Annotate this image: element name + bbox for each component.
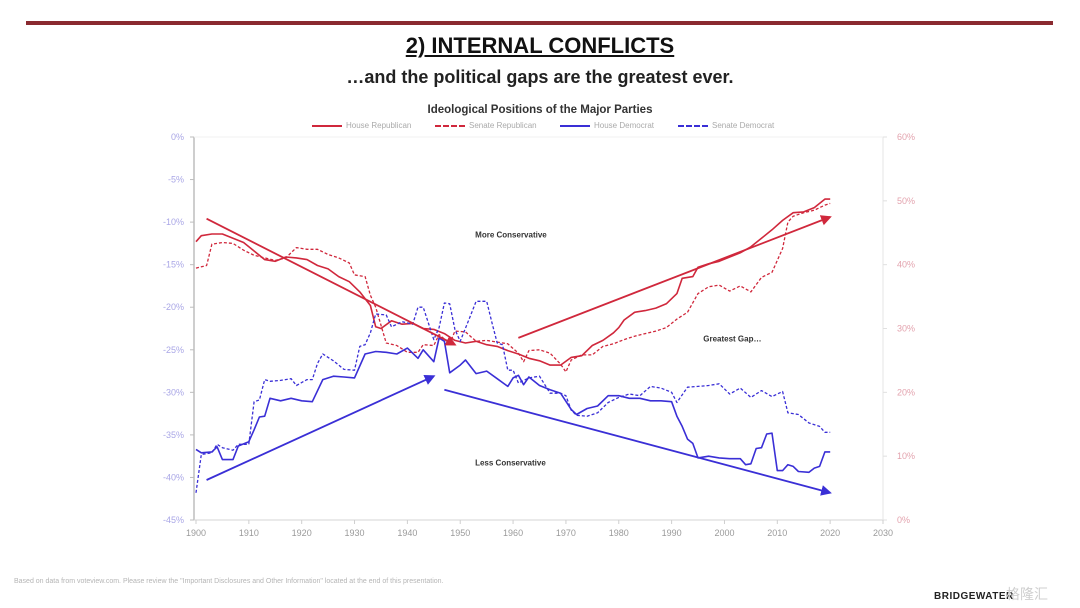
y-tick-label-left: -15%: [163, 260, 184, 270]
x-tick-label: 1950: [450, 528, 470, 538]
legend-item-senate-democrat: Senate Democrat: [678, 121, 774, 130]
legend-item-senate-republican: Senate Republican: [435, 121, 537, 130]
x-tick-label: 2030: [873, 528, 893, 538]
y-tick-label-left: -35%: [163, 430, 184, 440]
annotation-label: More Conservative: [475, 230, 547, 239]
page-title: 2) INTERNAL CONFLICTS: [405, 33, 675, 58]
chart-title: Ideological Positions of the Major Parti…: [427, 104, 653, 116]
series-line-house-democrat: [195, 337, 831, 474]
legend-label: House Democrat: [594, 121, 655, 130]
x-tick-label: 1930: [345, 528, 365, 538]
annotation-label: Less Conservative: [475, 459, 546, 468]
y-tick-label-left: -40%: [163, 472, 184, 482]
x-tick-label: 1980: [609, 528, 629, 538]
legend-label: Senate Democrat: [712, 121, 775, 130]
y-tick-label-left: -45%: [163, 515, 184, 525]
legend-label: House Republican: [346, 121, 412, 130]
legend-item-house-democrat: House Democrat: [560, 121, 654, 130]
trend-arrow-democrat: [206, 374, 436, 481]
x-tick-label: 1940: [397, 528, 417, 538]
x-tick-label: 1910: [239, 528, 259, 538]
legend-swatch: [560, 124, 590, 127]
series-line-senate-republican: [195, 202, 831, 373]
brand-logo: BRIDGEWATER: [934, 591, 1014, 602]
x-tick-label: 2000: [714, 528, 734, 538]
trend-arrow-republican: [206, 217, 457, 346]
y-tick-label-left: -25%: [163, 345, 184, 355]
x-tick-label: 1920: [292, 528, 312, 538]
y-tick-label-right: 10%: [897, 451, 915, 461]
legend-swatch: [678, 124, 708, 127]
y-tick-label-left: 0%: [171, 132, 184, 142]
x-tick-label: 1970: [556, 528, 576, 538]
y-tick-label-right: 50%: [897, 196, 915, 206]
x-tick-label: 1900: [186, 528, 206, 538]
x-tick-label: 1960: [503, 528, 523, 538]
y-tick-label-right: 30%: [897, 324, 915, 334]
trend-arrow-democrat: [444, 388, 832, 496]
y-tick-label-right: 20%: [897, 387, 915, 397]
x-tick-label: 1990: [662, 528, 682, 538]
page-subtitle: …and the political gaps are the greatest…: [346, 67, 734, 87]
watermark: 格隆汇: [1006, 586, 1048, 602]
y-tick-label-left: -30%: [163, 387, 184, 397]
chart-legend: House Republican Senate Republican House…: [310, 121, 790, 133]
legend-swatch: [435, 124, 465, 127]
y-tick-label-left: -5%: [168, 175, 184, 185]
legend-swatch: [312, 124, 342, 127]
trend-arrow-republican: [518, 215, 832, 339]
x-tick-label: 2020: [820, 528, 840, 538]
series-line-senate-democrat: [195, 300, 831, 493]
y-tick-label-right: 60%: [897, 132, 915, 142]
header-rule: [26, 21, 1053, 25]
y-tick-label-left: -20%: [163, 302, 184, 312]
footnote: Based on data from voteview.com. Please …: [14, 578, 444, 585]
y-tick-label-left: -10%: [163, 217, 184, 227]
annotation-label: Greatest Gap…: [703, 334, 761, 343]
legend-label: Senate Republican: [469, 121, 537, 130]
y-tick-label-right: 0%: [897, 515, 910, 525]
y-tick-label-right: 40%: [897, 260, 915, 270]
legend-item-house-republican: House Republican: [312, 121, 411, 130]
x-tick-label: 2010: [767, 528, 787, 538]
